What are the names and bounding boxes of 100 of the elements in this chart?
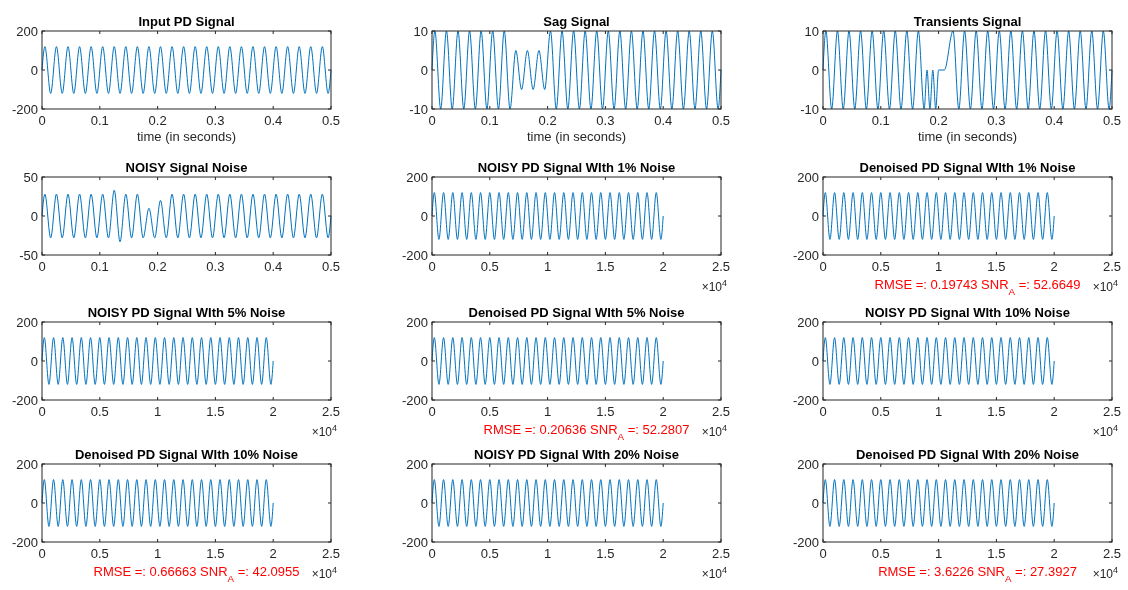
x-tick-label: 2.5 [321,404,341,419]
x-tick-label: 0.4 [654,113,673,128]
text: RMSE =: 3.6226 SNR$_{A}$ =: 27.3927 [878,564,1077,584]
x-tick-label: 0.3 [987,113,1006,128]
x-tick-label: 2 [1050,546,1058,561]
x-tick-label: 0.5 [871,259,890,274]
text: RMSE =: 0.20636 SNR$_{A}$ =: 52.2807 [483,422,690,442]
y-tick-label: 0 [30,353,38,369]
text: ×10$^{4}$ [701,278,727,294]
x-tick-label: 2.5 [711,546,731,561]
y-tick-label: -50 [19,247,38,263]
y-tick-label: -200 [401,534,428,550]
x-tick-label: 1.5 [987,404,1006,419]
x-tick-label: 0.4 [264,259,283,274]
chart-title: NOISY Signal Noise [125,160,248,175]
chart-title: NOISY PD Signal WIth 5% Noise [87,305,286,320]
x-tick-label: 0.5 [321,259,341,274]
x-tick-label: 1.5 [987,259,1006,274]
chart-title: NOISY PD Signal WIth 1% Noise [477,160,676,175]
x-tick-label: 0.5 [871,546,890,561]
x-tick-label: 0.5 [480,546,499,561]
x-axis-title: time (in seconds) [918,129,1017,144]
x-tick-label: 1.5 [596,259,615,274]
chart-title: NOISY PD Signal WIth 20% Noise [474,447,679,462]
x-tick-label: 2 [269,404,277,419]
x-tick-label: 1 [153,546,162,561]
y-tick-label: 0 [811,208,819,224]
y-tick-label: -10 [409,101,428,117]
x-tick-label: 0.1 [480,113,499,128]
y-tick-label: 0 [811,495,819,511]
x-tick-label: 0.3 [206,113,225,128]
chart-title: Input PD Signal [138,14,235,29]
x-tick-label: 1.5 [596,404,615,419]
x-tick-label: 1.5 [206,404,225,419]
x-tick-label: 2.5 [711,259,731,274]
y-tick-label: -10 [800,101,819,117]
x-axis-title: time (in seconds) [137,129,236,144]
y-tick-label: 200 [797,314,819,330]
x-tick-label: 0.5 [90,546,109,561]
x-tick-label: 0.5 [480,404,499,419]
y-tick-label: 200 [16,456,38,472]
y-tick-label: 0 [30,208,38,224]
x-tick-label: 0.2 [148,113,167,128]
x-tick-label: 0.5 [711,113,731,128]
y-tick-label: -200 [11,101,38,117]
line-series [41,189,332,243]
y-tick-label: 50 [23,169,38,185]
x-tick-label: 0.5 [1102,113,1122,128]
x-tick-label: 2 [659,404,667,419]
x-tick-label: 1 [934,259,943,274]
x-tick-label: 1 [153,404,162,419]
x-tick-label: 2.5 [711,404,731,419]
y-tick-label: 200 [16,23,38,39]
text: ×10$^{4}$ [1092,278,1118,294]
x-axis-title: time (in seconds) [527,129,626,144]
y-tick-label: 10 [804,23,819,39]
x-tick-label: 2.5 [321,546,341,561]
y-tick-label: -200 [401,392,428,408]
text: ×10$^{4}$ [311,565,337,581]
x-tick-label: 1 [934,546,943,561]
chart-title: Denoised PD Signal WIth 1% Noise [859,160,1076,175]
x-tick-label: 0.2 [538,113,557,128]
x-tick-label: 1.5 [987,546,1006,561]
x-tick-label: 0.5 [90,404,109,419]
y-tick-label: -200 [792,392,819,408]
x-tick-label: 0.3 [596,113,615,128]
x-tick-label: 1 [934,404,943,419]
x-tick-label: 0.5 [871,404,890,419]
x-tick-label: 0.2 [148,259,167,274]
x-tick-label: 2.5 [1102,546,1122,561]
y-tick-label: 200 [406,169,428,185]
x-tick-label: 0.4 [264,113,283,128]
x-tick-label: 0.1 [90,259,109,274]
text: ×10$^{4}$ [701,565,727,581]
chart-title: Transients Signal [913,14,1022,29]
x-tick-label: 1 [543,546,552,561]
x-tick-label: 2 [269,546,277,561]
y-tick-label: 0 [420,62,428,78]
x-tick-label: 0.3 [206,259,225,274]
x-tick-label: 0.5 [321,113,341,128]
y-tick-label: 0 [420,353,428,369]
x-tick-label: 2.5 [1102,404,1122,419]
y-tick-label: 200 [406,314,428,330]
x-tick-label: 2.5 [1102,259,1122,274]
x-tick-label: 2 [659,259,667,274]
y-tick-label: 200 [797,169,819,185]
y-tick-label: 10 [413,23,428,39]
x-tick-label: 0.5 [480,259,499,274]
x-tick-label: 2 [659,546,667,561]
x-tick-label: 2 [1050,404,1058,419]
y-tick-label: -200 [792,247,819,263]
x-tick-label: 1 [543,404,552,419]
y-tick-label: 0 [811,62,819,78]
chart-title: NOISY PD Signal WIth 10% Noise [865,305,1070,320]
x-tick-label: 1 [543,259,552,274]
y-tick-label: -200 [11,392,38,408]
text: ×10$^{4}$ [1092,423,1118,439]
text: RMSE =: 0.66663 SNR$_{A}$ =: 42.0955 [93,564,300,584]
x-tick-label: 1.5 [596,546,615,561]
y-tick-label: 0 [30,62,38,78]
